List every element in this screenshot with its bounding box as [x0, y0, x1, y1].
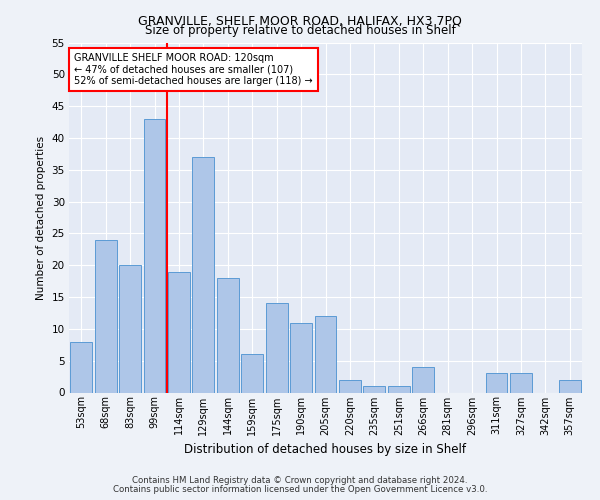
Y-axis label: Number of detached properties: Number of detached properties: [36, 136, 46, 300]
Text: Size of property relative to detached houses in Shelf: Size of property relative to detached ho…: [145, 24, 455, 37]
Bar: [95, 240, 116, 392]
Bar: [241, 354, 263, 393]
Text: Contains HM Land Registry data © Crown copyright and database right 2024.: Contains HM Land Registry data © Crown c…: [132, 476, 468, 485]
Bar: [559, 380, 581, 392]
X-axis label: Distribution of detached houses by size in Shelf: Distribution of detached houses by size …: [185, 443, 467, 456]
Bar: [143, 119, 166, 392]
Bar: [412, 367, 434, 392]
Bar: [266, 304, 287, 392]
Bar: [290, 322, 312, 392]
Bar: [168, 272, 190, 392]
Bar: [388, 386, 410, 392]
Bar: [119, 265, 141, 392]
Bar: [510, 374, 532, 392]
Text: GRANVILLE SHELF MOOR ROAD: 120sqm
← 47% of detached houses are smaller (107)
52%: GRANVILLE SHELF MOOR ROAD: 120sqm ← 47% …: [74, 53, 313, 86]
Text: GRANVILLE, SHELF MOOR ROAD, HALIFAX, HX3 7PQ: GRANVILLE, SHELF MOOR ROAD, HALIFAX, HX3…: [138, 14, 462, 27]
Bar: [339, 380, 361, 392]
Bar: [70, 342, 92, 392]
Bar: [193, 157, 214, 392]
Bar: [485, 374, 508, 392]
Bar: [217, 278, 239, 392]
Text: Contains public sector information licensed under the Open Government Licence v3: Contains public sector information licen…: [113, 485, 487, 494]
Bar: [314, 316, 337, 392]
Bar: [364, 386, 385, 392]
